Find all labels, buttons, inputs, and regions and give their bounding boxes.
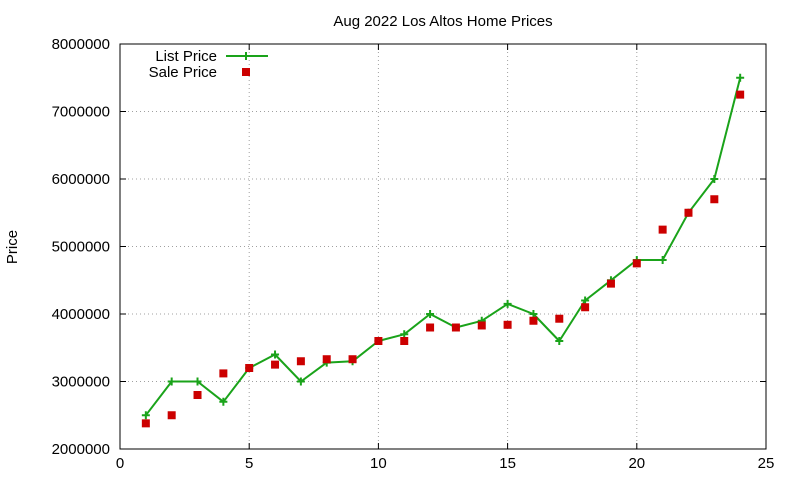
y-axis-label: Price	[4, 230, 21, 264]
legend-marker-list-price	[242, 52, 250, 60]
data-point-sale-price	[322, 355, 331, 364]
y-tick-label: 8000000	[52, 36, 110, 53]
axis-ticks: 0 5 10 15 20 25 2000000 3000000 4000000 5000000 60…	[52, 36, 775, 472]
legend: List Price Sale Price	[149, 48, 268, 81]
x-tick-label: 10	[370, 455, 387, 472]
data-point-sale-price	[555, 314, 564, 323]
data-point-list-price	[503, 299, 512, 308]
data-point-sale-price	[348, 355, 357, 364]
data-point-list-price	[529, 310, 538, 318]
legend-label-list-price: List Price	[155, 48, 217, 65]
data-point-sale-price	[271, 360, 280, 369]
data-point-sale-price	[374, 337, 383, 345]
legend-label-sale-price: Sale Price	[149, 64, 217, 81]
data-point-sale-price	[426, 323, 435, 332]
chart-title: Aug 2022 Los Altos Home Prices	[333, 13, 552, 30]
y-tick-label: 6000000	[52, 171, 110, 188]
x-tick-label: 0	[116, 455, 124, 472]
data-point-sale-price	[710, 195, 719, 204]
series	[141, 73, 745, 428]
y-tick-label: 2000000	[52, 441, 110, 458]
data-point-sale-price	[606, 279, 615, 288]
data-point-sale-price	[581, 303, 590, 312]
y-tick-label: 7000000	[52, 104, 110, 121]
x-tick-label: 20	[628, 455, 645, 472]
data-point-sale-price	[193, 391, 202, 399]
data-point-sale-price	[451, 323, 460, 332]
data-point-list-price	[219, 397, 228, 406]
data-point-list-price	[555, 337, 564, 345]
x-tick-label: 25	[758, 455, 775, 472]
data-point-sale-price	[684, 208, 693, 217]
data-point-list-price	[581, 296, 590, 305]
data-point-sale-price	[736, 90, 745, 99]
y-tick-label: 5000000	[52, 239, 110, 256]
data-point-sale-price	[529, 316, 538, 325]
data-point-list-price	[736, 73, 745, 82]
data-point-sale-price	[141, 419, 150, 428]
data-point-list-price	[658, 256, 667, 264]
data-point-sale-price	[219, 369, 228, 378]
data-point-sale-price	[400, 337, 409, 345]
data-point-sale-price	[167, 411, 176, 420]
y-tick-label: 3000000	[52, 374, 110, 391]
data-point-list-price	[426, 310, 435, 318]
data-point-list-price	[193, 377, 202, 386]
data-point-sale-price	[658, 225, 667, 234]
x-tick-label: 15	[499, 455, 516, 472]
data-point-list-price	[400, 330, 409, 339]
data-point-list-price	[271, 350, 280, 359]
data-point-list-price	[296, 377, 305, 386]
data-point-sale-price	[245, 364, 254, 372]
data-point-sale-price	[296, 357, 305, 366]
series-sale-price	[141, 90, 745, 428]
legend-marker-sale-price	[242, 68, 250, 76]
data-point-sale-price	[477, 321, 486, 330]
series-line-list-price	[145, 77, 742, 416]
data-point-list-price	[141, 411, 150, 420]
y-tick-label: 4000000	[52, 306, 110, 323]
x-tick-label: 5	[245, 455, 253, 472]
data-point-sale-price	[503, 320, 512, 329]
data-point-list-price	[710, 175, 719, 183]
data-point-list-price	[167, 377, 176, 386]
data-point-sale-price	[632, 259, 641, 268]
